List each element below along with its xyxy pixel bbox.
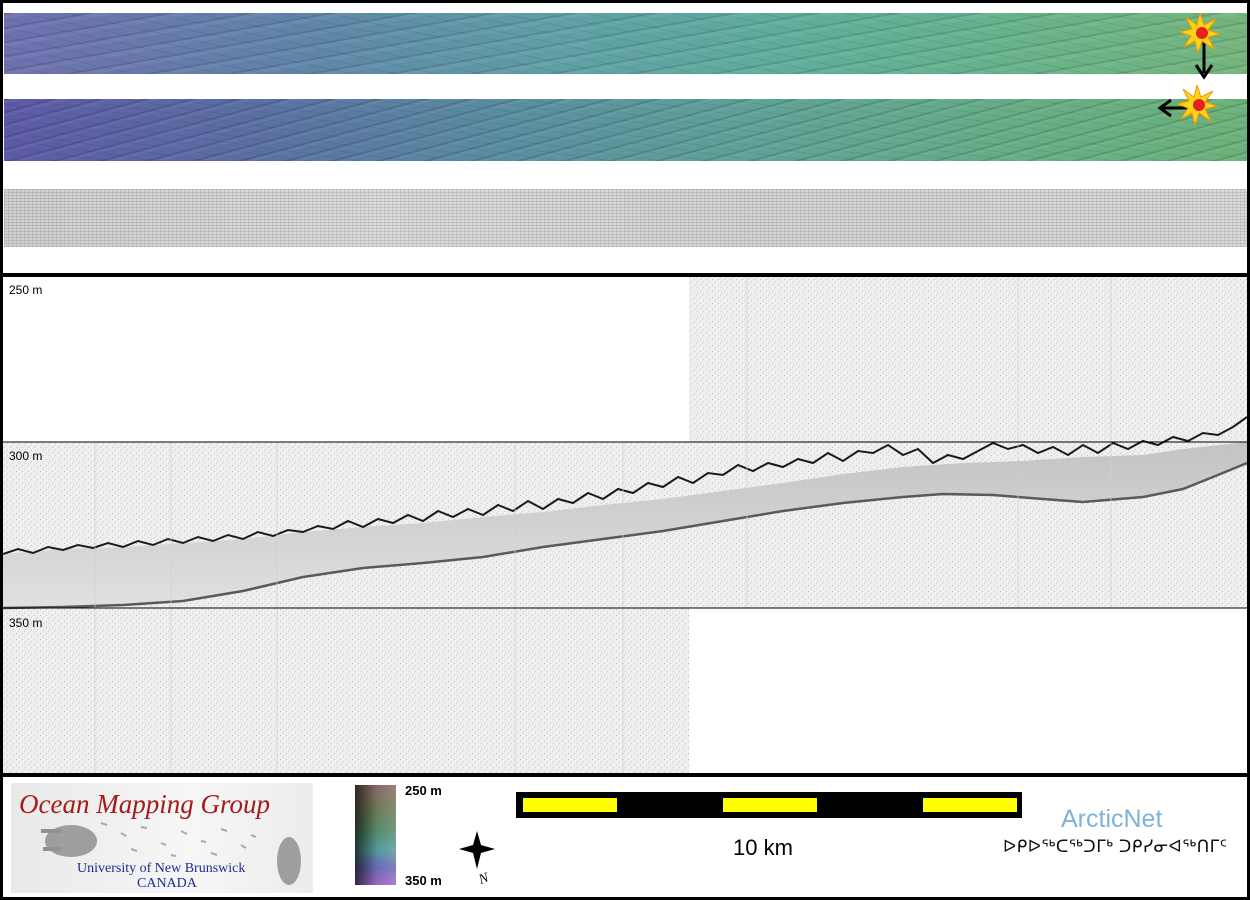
depth-label-350: 350 m: [9, 616, 43, 630]
depth-label-250: 250 m: [9, 283, 43, 297]
colorbar-bottom-label: 350 m: [405, 873, 442, 888]
scale-bar-segment: [923, 798, 1017, 812]
omg-title: Ocean Mapping Group: [19, 789, 270, 819]
ship-position-icon: [1177, 85, 1217, 125]
panel-divider: [0, 273, 1250, 277]
subbottom-profile-image: [3, 277, 1247, 773]
north-label: N: [476, 870, 491, 887]
arcticnet-syllabics: ᐅᑭᐅᖅᑕᖅᑐᒥᒃ ᑐᑭᓯᓂᐊᖅᑎᒥᑦ: [1003, 837, 1228, 856]
ocean-mapping-group-logo: Ocean Mapping Group University of New Br…: [11, 783, 313, 893]
omg-country: CANADA: [137, 876, 197, 891]
backscatter-swath: [4, 189, 1247, 247]
scale-bar-label: 10 km: [733, 835, 793, 860]
scale-bar: [516, 792, 1022, 818]
legend-panel: Ocean Mapping Group University of New Br…: [3, 777, 1247, 897]
scale-bar-segment: [523, 798, 617, 812]
omg-logo-art: [41, 822, 301, 885]
depth-label-300: 300 m: [9, 449, 43, 463]
bathymetry-swath-2: [4, 99, 1247, 161]
arcticnet-logo: ArcticNet: [1061, 805, 1163, 833]
omg-subtitle: University of New Brunswick: [77, 861, 246, 876]
bathymetry-swath-1: [4, 13, 1247, 74]
depth-colorbar: [355, 785, 396, 885]
colorbar-top-label: 250 m: [405, 783, 442, 798]
scale-bar-segment: [723, 798, 817, 812]
swath-panel: [3, 3, 1247, 273]
ship-position-icon: [1180, 13, 1220, 53]
north-arrow-icon: N: [459, 831, 495, 887]
subbottom-profile-panel: 250 m 300 m 350 m: [3, 277, 1247, 773]
panel-divider: [0, 773, 1250, 777]
